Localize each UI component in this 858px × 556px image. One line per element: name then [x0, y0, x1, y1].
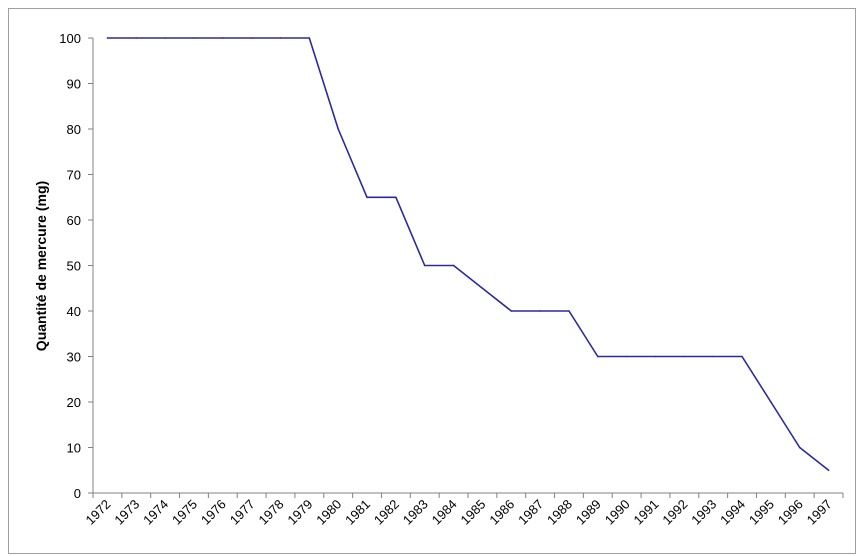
data-point — [683, 355, 686, 358]
x-tick-label: 1975 — [169, 497, 200, 528]
data-point — [337, 128, 339, 130]
chart-frame — [8, 8, 856, 554]
x-tick-label: 1994 — [717, 497, 748, 528]
x-tick-label: 1977 — [227, 497, 258, 528]
y-tick-label: 0 — [74, 486, 81, 501]
series-line — [107, 37, 830, 471]
data-point — [308, 37, 311, 39]
x-tick-label: 1973 — [111, 497, 142, 528]
data-point — [510, 310, 513, 312]
x-tick-label: 1995 — [746, 497, 777, 528]
data-point — [798, 446, 801, 449]
x-tick-label: 1984 — [429, 497, 460, 528]
series-group — [106, 37, 830, 472]
y-tick-label: 60 — [67, 213, 81, 228]
x-tick-label: 1980 — [313, 497, 344, 528]
data-point — [164, 37, 166, 39]
y-tick-label: 70 — [67, 168, 81, 183]
data-point — [135, 37, 138, 39]
data-point — [222, 37, 224, 39]
y-tick-label: 80 — [67, 122, 81, 137]
x-tick-label: 1992 — [659, 497, 690, 528]
data-point — [279, 37, 282, 39]
x-tick-label: 1982 — [371, 497, 402, 528]
x-axis: 1972197319741975197619771978197919801981… — [82, 492, 844, 528]
x-tick-label: 1996 — [775, 497, 806, 528]
x-tick-label: 1985 — [457, 497, 488, 528]
x-tick-label: 1979 — [284, 497, 315, 528]
data-point — [712, 355, 714, 358]
data-point — [539, 310, 541, 312]
data-point — [366, 196, 368, 199]
y-tick-label: 10 — [67, 441, 81, 456]
x-tick-label: 1993 — [688, 497, 719, 528]
y-tick-label: 90 — [67, 77, 81, 92]
data-point — [827, 469, 830, 472]
x-tick-label: 1986 — [486, 497, 517, 528]
data-point — [193, 37, 195, 39]
y-axis-title: Quantité de mercure (mg) — [33, 181, 49, 351]
data-point — [106, 37, 109, 39]
x-tick-label: 1983 — [400, 497, 431, 528]
x-tick-label: 1991 — [631, 497, 662, 528]
y-tick-label: 100 — [59, 31, 81, 46]
data-point — [597, 355, 599, 358]
y-tick-label: 20 — [67, 395, 81, 410]
data-point — [481, 287, 484, 290]
x-tick-label: 1976 — [198, 497, 229, 528]
x-tick-label: 1972 — [82, 497, 113, 528]
x-tick-label: 1978 — [256, 497, 287, 528]
data-point — [452, 264, 455, 267]
data-point — [568, 310, 570, 312]
data-point — [654, 355, 657, 358]
x-tick-label: 1989 — [573, 497, 604, 528]
y-tick-label: 30 — [67, 350, 81, 365]
data-point — [625, 355, 628, 358]
y-tick-label: 40 — [67, 304, 81, 319]
data-point — [741, 355, 743, 358]
x-tick-label: 1990 — [602, 497, 633, 528]
data-point — [423, 264, 426, 267]
x-tick-label: 1974 — [140, 497, 171, 528]
x-tick-label: 1981 — [342, 497, 373, 528]
x-tick-label: 1997 — [804, 497, 835, 528]
data-point — [395, 196, 397, 199]
y-axis: 0 10 20 30 40 50 60 70 80 90 100 — [59, 31, 94, 501]
data-point — [770, 401, 772, 403]
data-point — [250, 37, 253, 39]
y-tick-label: 50 — [67, 259, 81, 274]
x-tick-label: 1987 — [515, 497, 546, 528]
x-tick-label: 1988 — [544, 497, 575, 528]
